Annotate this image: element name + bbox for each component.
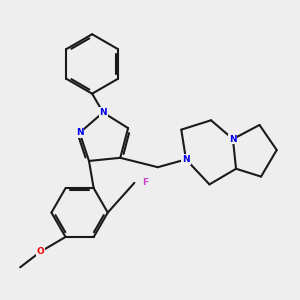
Text: N: N	[229, 134, 237, 143]
Text: O: O	[37, 247, 44, 256]
Text: F: F	[142, 178, 148, 188]
Text: N: N	[182, 155, 190, 164]
Text: N: N	[99, 108, 107, 117]
Text: N: N	[76, 128, 83, 137]
